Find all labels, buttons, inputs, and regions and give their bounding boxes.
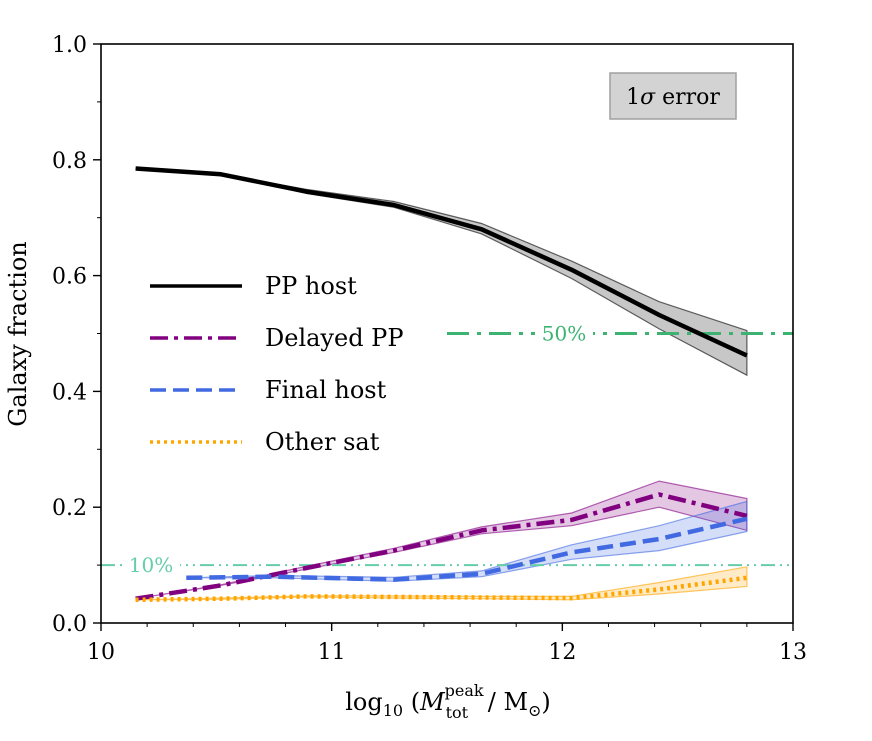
legend-label-other-sat: Other sat	[265, 428, 380, 456]
series-line-delayed-pp	[135, 492, 748, 601]
y-tick-label-0.2: 0.2	[52, 496, 87, 521]
reference-labels: 50% 10%	[122, 320, 593, 579]
series-line-other-sat	[135, 575, 748, 603]
series-lines	[135, 166, 748, 603]
x-tick-label-10: 10	[87, 640, 115, 665]
y-tick-label-0.8: 0.8	[52, 149, 87, 174]
reference-label-50: 50%	[535, 320, 593, 347]
x-axis-label: log10 (Mpeak tot / M⊙)	[345, 681, 551, 722]
x-tick-label-13: 13	[779, 640, 807, 665]
error-band-pp-host	[135, 167, 748, 377]
reference-label-50-bg	[535, 320, 593, 347]
error-annotation-box: 1σ error	[609, 72, 737, 120]
reference-label-10-bg	[122, 552, 180, 579]
legend-label-delayed-pp: Delayed PP	[265, 324, 403, 352]
y-tick-label-0.0: 0.0	[52, 612, 87, 637]
y-axis-label: Galaxy fraction	[4, 241, 32, 427]
ticks: 10 11 12 13 0.0 0.2 0.4 0.6 0.8 1.0	[52, 33, 807, 665]
reference-lines	[101, 332, 793, 567]
error-annotation-bg	[609, 72, 737, 120]
legend: PP host Delayed PP Final host Other sat	[150, 272, 403, 456]
series-line-pp-host	[135, 166, 748, 358]
legend-label-pp-host: PP host	[265, 272, 357, 300]
error-annotation-text: 1σ error	[626, 85, 720, 110]
error-band-other-sat	[135, 566, 748, 601]
y-tick-label-0.4: 0.4	[52, 380, 87, 405]
error-band-final-host	[186, 500, 748, 582]
error-bands	[135, 167, 748, 601]
reference-label-10: 10%	[122, 552, 180, 579]
x-tick-label-12: 12	[548, 640, 576, 665]
legend-label-final-host: Final host	[265, 376, 387, 404]
x-tick-label-11: 11	[318, 640, 346, 665]
reference-label-50-text: 50%	[542, 322, 586, 346]
reference-label-10-text: 10%	[129, 553, 173, 577]
y-tick-label-1.0: 1.0	[52, 33, 87, 58]
y-tick-label-0.6: 0.6	[52, 265, 87, 290]
